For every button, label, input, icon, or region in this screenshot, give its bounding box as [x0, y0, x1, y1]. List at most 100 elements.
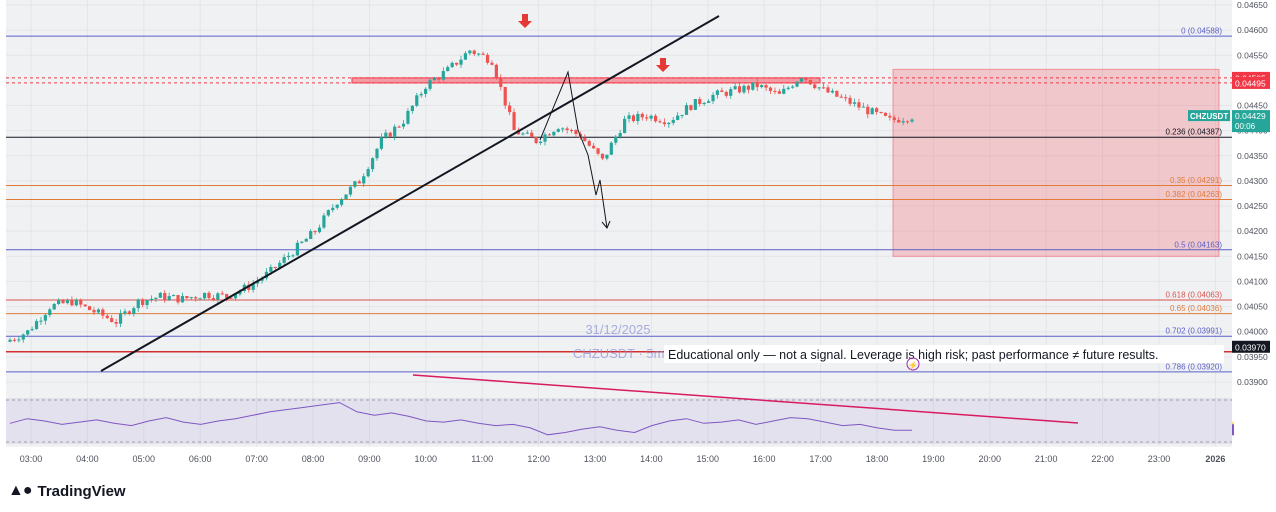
bar-countdown: 00:06 [1235, 122, 1256, 131]
time-tick-label: 22:00 [1091, 454, 1114, 464]
candle-body [667, 122, 671, 125]
candle-body [830, 90, 835, 93]
fib-level-label: 0.236 (0.04387) [1166, 128, 1223, 137]
candle-body [662, 122, 666, 125]
candle-body [295, 242, 300, 256]
candle-body [521, 133, 525, 135]
candle-body [777, 91, 781, 94]
time-tick-label: 11:00 [471, 454, 493, 464]
candle-body [370, 158, 375, 170]
candle-body [565, 128, 569, 131]
time-axis[interactable]: 03:00 04:00 05:00 06:00 07:00 08:00 09:00 10:00… [0, 447, 1276, 469]
time-tick-label: 18:00 [866, 454, 889, 464]
price-axis-label: 0.04495 [1235, 78, 1266, 88]
candle-body [817, 87, 821, 89]
candle-body [826, 87, 830, 93]
candle-body [34, 321, 39, 330]
candle-body [366, 169, 370, 177]
candle-body [158, 292, 162, 298]
candle-body [463, 53, 468, 60]
drawings[interactable] [100, 14, 720, 372]
candle-body [680, 114, 684, 116]
price-tick-label: 0.04450 [1237, 101, 1268, 111]
candle-body [171, 295, 176, 297]
candle-body [375, 148, 379, 159]
candle-body [291, 255, 295, 257]
tradingview-logo-icon: ▲● [8, 482, 32, 499]
candle-body [821, 87, 826, 89]
disclaimer-text: Educational only — not a signal. Leverag… [668, 348, 1158, 362]
candle-body [459, 59, 463, 65]
price-tick-label: 0.04000 [1237, 327, 1268, 337]
candle-body [326, 210, 330, 216]
candle-body [671, 119, 675, 123]
price-tick-label: 0.04600 [1237, 25, 1268, 35]
projection-path[interactable] [539, 70, 608, 229]
candle-body [202, 292, 207, 299]
candle-body [512, 112, 516, 131]
candle-body [574, 130, 578, 134]
candle-body [340, 199, 344, 205]
candle-body [419, 93, 423, 96]
candle-body [724, 91, 728, 96]
candle-body [406, 110, 410, 124]
time-tick-label: 08:00 [302, 454, 325, 464]
time-tick-label: 14:00 [640, 454, 663, 464]
candle-body [114, 322, 118, 324]
candle-body [773, 90, 777, 92]
short-box-zone[interactable] [892, 68, 1220, 257]
candle-body [746, 85, 751, 90]
candle-body [494, 64, 498, 79]
candle-body [450, 62, 454, 68]
candle-body [57, 300, 61, 305]
candle-body [645, 117, 649, 119]
candle-body [87, 306, 92, 311]
trend-line[interactable] [100, 15, 720, 372]
overlay-text: 31/12/2025 CHZUSDT · 5m Educational only —… [573, 322, 1224, 371]
candle-body [888, 115, 892, 118]
candle-body [547, 134, 552, 136]
time-tick-label: 15:00 [697, 454, 720, 464]
candle-body [596, 148, 600, 154]
candle-body [875, 108, 879, 112]
price-axis-label: 0.03970 [1235, 342, 1266, 352]
brand: ▲● TradingView [8, 482, 126, 500]
candle-body [189, 297, 193, 299]
price-axis[interactable]: 0.046500.046000.045500.044500.044000.043… [1188, 0, 1276, 467]
time-tick-label: 05:00 [133, 454, 156, 464]
candle-body [233, 294, 238, 299]
fib-level-label: 0.35 (0.04291) [1170, 176, 1222, 185]
price-tick-label: 0.04100 [1237, 276, 1268, 286]
candle-body [530, 132, 534, 138]
candle-body [304, 238, 308, 242]
candle-body [481, 53, 485, 55]
candle-body [211, 298, 215, 300]
time-axis-bg [0, 447, 1276, 469]
fib-level-label: 0.5 (0.04163) [1174, 240, 1222, 249]
candle-body [388, 132, 392, 137]
supply-zone[interactable] [351, 77, 821, 84]
candle-body [525, 132, 529, 134]
projection-arrowhead [601, 220, 611, 229]
candle-body [468, 50, 472, 54]
time-tick-label: 07:00 [245, 454, 268, 464]
candle-body [870, 108, 874, 115]
candle-body [508, 105, 512, 113]
candle-body [852, 102, 857, 104]
down-arrow-icon [656, 58, 670, 72]
candle-body [198, 298, 202, 300]
candle-body [472, 50, 476, 54]
candle-body [729, 89, 733, 96]
time-tick-label: 10:00 [415, 454, 438, 464]
time-tick-label: 13:00 [584, 454, 607, 464]
candle-body [910, 119, 914, 122]
symbol-tag[interactable] [1188, 110, 1230, 122]
candle-body [39, 320, 43, 322]
short-position-box[interactable] [892, 68, 1220, 257]
fib-level-label: 0.786 (0.03920) [1166, 362, 1223, 371]
price-tick-label: 0.04200 [1237, 226, 1268, 236]
candle-body [600, 153, 605, 159]
candle-body [357, 181, 361, 184]
candle-body [225, 294, 229, 298]
